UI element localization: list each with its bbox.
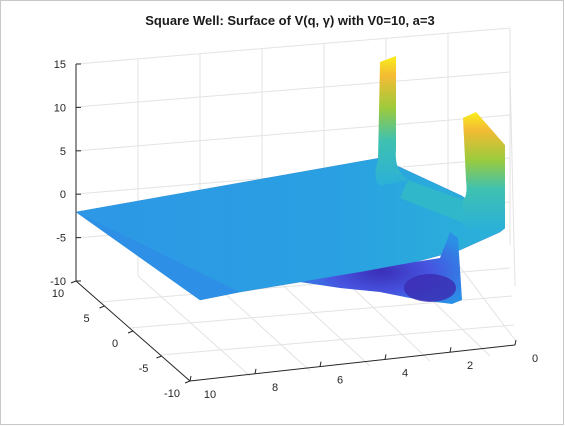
q-tick-label: 8 (272, 382, 278, 394)
gamma-tick-label: 0 (112, 338, 118, 350)
q-tick-label: 6 (337, 375, 343, 387)
z-tick-label: 0 (60, 189, 66, 201)
z-tick-label: -10 (50, 276, 66, 288)
gamma-tick-label: 5 (83, 313, 89, 325)
q-tick-label: 0 (532, 353, 538, 365)
z-tick-label: 5 (60, 146, 66, 158)
q-tick-label: 4 (402, 367, 408, 379)
gamma-tick-label: -10 (164, 388, 180, 400)
z-tick-label: 15 (54, 59, 66, 71)
q-tick-label: 2 (467, 360, 473, 372)
gamma-tick-label: 10 (52, 288, 64, 300)
surface-well-minimum (404, 274, 456, 302)
chart-title: Square Well: Surface of V(q, γ) with V0=… (145, 13, 434, 28)
z-tick-label: -5 (56, 233, 66, 245)
z-tick-label: 10 (54, 102, 66, 114)
q-tick-label: 10 (204, 389, 216, 401)
gamma-tick-label: -5 (139, 363, 149, 375)
